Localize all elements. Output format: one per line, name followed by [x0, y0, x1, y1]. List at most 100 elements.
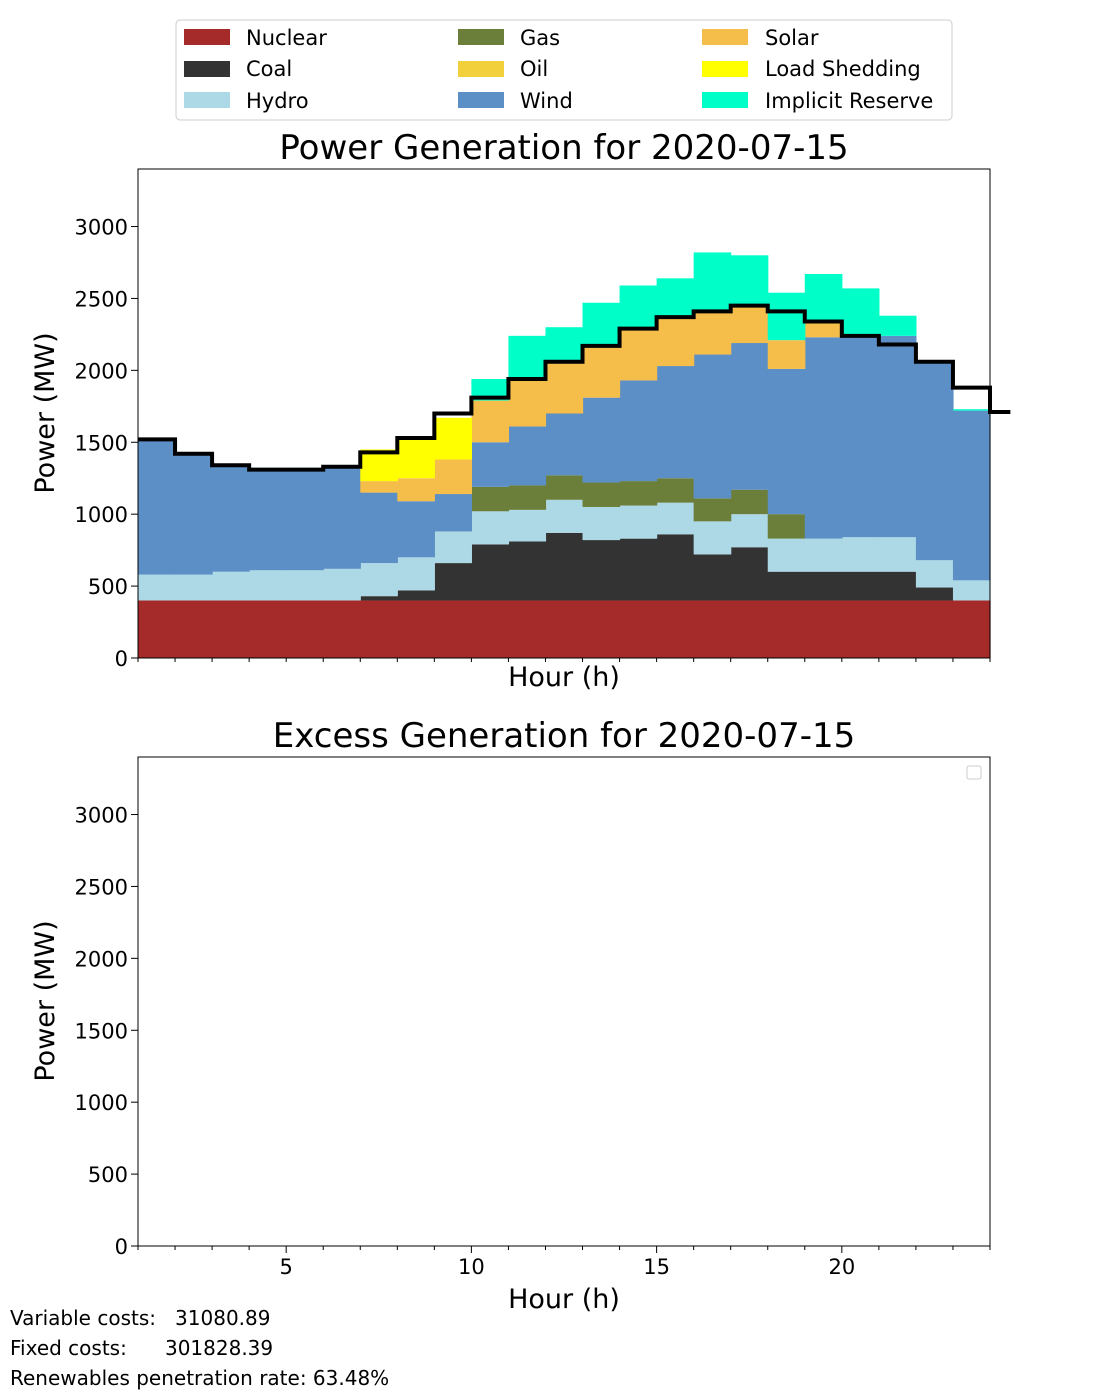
- stack-segment: [656, 534, 695, 601]
- y-tick-label: 3000: [75, 216, 128, 240]
- stack-segment: [841, 335, 880, 538]
- stack-segment: [841, 600, 880, 658]
- stack-segment: [545, 413, 584, 476]
- plot-frame: [137, 756, 991, 1247]
- stack-segment: [212, 465, 250, 572]
- stack-segment: [767, 514, 806, 539]
- stack-segment: [397, 590, 435, 601]
- legend-frame: [175, 19, 953, 121]
- legend-swatch: [184, 29, 230, 45]
- stack-segment: [730, 343, 769, 490]
- stack-segment: [841, 288, 880, 336]
- stack-segment: [767, 600, 806, 658]
- stack-segment: [730, 547, 769, 601]
- stack-segment: [952, 409, 991, 411]
- stack-segment: [841, 537, 880, 572]
- stack-segment: [730, 600, 769, 658]
- legend-item-implicit-reserve: Implicit Reserve: [702, 89, 933, 113]
- stack-segment: [397, 478, 435, 502]
- demand-line: [138, 303, 1011, 472]
- stack-segment: [804, 321, 843, 338]
- stack-segment: [582, 397, 621, 483]
- y-tick-label: 1000: [75, 1091, 128, 1115]
- legend-label: Coal: [246, 57, 292, 81]
- legend-item-load-shedding: Load Shedding: [702, 57, 921, 81]
- stack-segment: [693, 354, 732, 499]
- stack-segment: [471, 511, 510, 545]
- chart-title-power-generation: Power Generation for 2020-07-15: [279, 128, 848, 168]
- stack-segment: [175, 600, 213, 658]
- stack-segment: [878, 600, 917, 658]
- y-tick-label: 1000: [75, 503, 128, 527]
- legend: Nuclear Coal Hydro Gas Oil Wind Solar L: [175, 19, 953, 121]
- legend-item-solar: Solar: [702, 26, 819, 50]
- legend-label: Nuclear: [246, 26, 327, 50]
- stack-segment: [471, 544, 510, 601]
- stack-segment: [323, 568, 361, 601]
- stack-segment: [471, 486, 510, 512]
- power-generation-plot: [138, 252, 1011, 658]
- stack-segment: [730, 305, 769, 344]
- stack-segment: [952, 410, 991, 581]
- stack-segment: [915, 560, 954, 588]
- stack-segment: [508, 380, 547, 427]
- stack-segment: [767, 538, 806, 572]
- stack-segment: [545, 499, 584, 533]
- stack-segment: [656, 502, 695, 535]
- legend-swatch: [702, 61, 748, 77]
- series-solar: [360, 305, 843, 502]
- stack-segment: [582, 600, 621, 658]
- plot-frame: [137, 168, 991, 659]
- stack-segment: [582, 482, 621, 507]
- stack-segment: [175, 452, 213, 575]
- stack-segment: [323, 600, 361, 658]
- stack-segment: [619, 505, 658, 539]
- stack-segment: [804, 273, 843, 322]
- legend-item-gas: Gas: [458, 26, 560, 50]
- y-tick-label: 0: [115, 1235, 128, 1259]
- stack-segment: [730, 255, 769, 306]
- stack-segment: [138, 574, 176, 601]
- series-coal: [360, 532, 954, 601]
- x-axis: [137, 658, 991, 662]
- stack-segment: [804, 538, 843, 572]
- fixed-costs-text: Fixed costs: 301828.39: [10, 1336, 274, 1360]
- stack-segment: [212, 600, 250, 658]
- series-gas: [471, 475, 806, 539]
- legend-swatch: [702, 92, 748, 108]
- stack-segment: [582, 347, 621, 398]
- y-tick-label: 2000: [75, 947, 128, 971]
- stack-segment: [508, 485, 547, 510]
- legend-item-hydro: Hydro: [184, 89, 309, 113]
- stack-segment: [619, 285, 658, 329]
- stack-segment: [693, 521, 732, 555]
- y-tick-label: 500: [88, 575, 128, 599]
- legend-label: Solar: [765, 26, 819, 50]
- stack-segment: [915, 587, 954, 601]
- stack-segment: [508, 600, 547, 658]
- stack-segment: [656, 278, 695, 318]
- stack-segment: [471, 378, 510, 401]
- stack-segment: [878, 335, 917, 538]
- stack-segment: [545, 475, 584, 500]
- x-tick-label: 20: [828, 1255, 855, 1279]
- stack-segment: [804, 337, 843, 539]
- stack-segment: [915, 361, 954, 561]
- stack-segment: [434, 417, 472, 460]
- stack-segment: [471, 600, 510, 658]
- x-tick-label: 15: [643, 1255, 670, 1279]
- y-axis-label: Power (MW): [30, 920, 61, 1081]
- stack-segment: [360, 449, 398, 482]
- series-hydro: [138, 499, 991, 601]
- y-tick-label: 2500: [75, 287, 128, 311]
- stack-segment: [323, 466, 361, 569]
- stack-segment: [360, 596, 398, 601]
- legend-item-oil: Oil: [458, 57, 548, 81]
- legend-swatch: [702, 29, 748, 45]
- series-nuclear: [138, 600, 991, 658]
- legend-item-coal: Coal: [184, 57, 292, 81]
- stack-segment: [508, 541, 547, 601]
- legend-swatch: [458, 61, 504, 77]
- stack-segment: [619, 380, 658, 482]
